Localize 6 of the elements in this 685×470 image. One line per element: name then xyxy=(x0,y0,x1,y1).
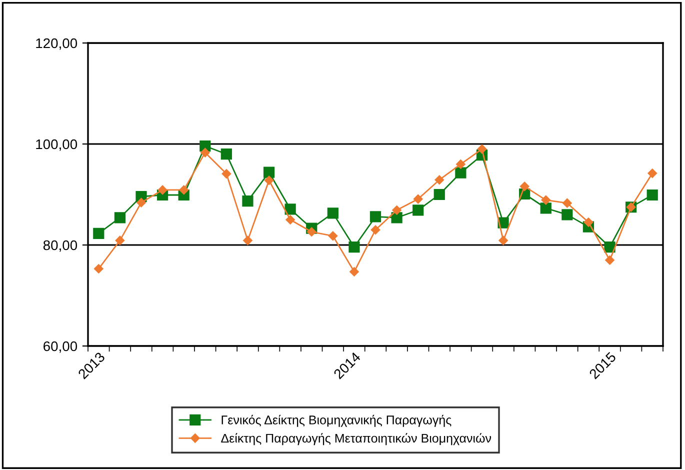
legend-label: Γενικός Δείκτης Βιομηχανικής Παραγωγής xyxy=(222,414,452,427)
y-tick-label: 80,00 xyxy=(43,240,78,252)
y-tick-label: 60,00 xyxy=(44,341,78,353)
legend-label: Δείκτης Παραγωγής Μεταποιητικών Βιομηχανιών xyxy=(221,433,492,446)
y-tick-label: 120,00 xyxy=(36,38,78,50)
y-tick-label: 100,00 xyxy=(36,139,78,151)
